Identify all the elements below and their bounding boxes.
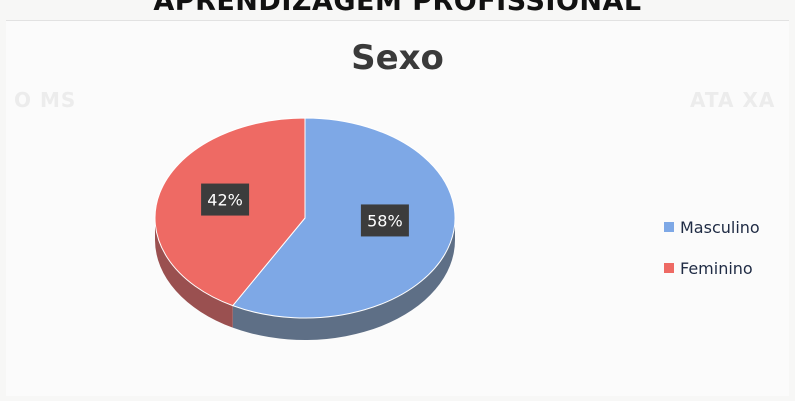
chart-title: Sexo: [351, 38, 444, 78]
legend-swatch-feminino: [664, 263, 674, 273]
data-label-box: [201, 183, 250, 216]
legend-item-feminino: Feminino: [664, 258, 760, 278]
background-ghost-text-left: O MS: [14, 88, 77, 112]
legend-item-masculino: Masculino: [664, 217, 760, 237]
data-label-text: 42%: [207, 191, 243, 210]
chart-legend: Masculino Feminino: [664, 217, 760, 299]
data-label-masculino: 58%: [360, 204, 409, 237]
page-heading: APRENDIZAGEM PROFISSIONAL: [153, 0, 642, 17]
pie-side-feminino: [155, 218, 233, 328]
data-label-box: [360, 204, 409, 237]
pie-side-masculino: [232, 218, 455, 340]
pie-sides: [155, 218, 455, 340]
background-ghost-text-right: ATA XA: [690, 88, 776, 112]
legend-label-masculino: Masculino: [680, 217, 760, 237]
data-label-text: 58%: [367, 211, 403, 230]
legend-swatch-masculino: [664, 222, 674, 232]
data-label-feminino: 42%: [201, 183, 250, 216]
legend-label-feminino: Feminino: [680, 258, 753, 278]
pie-slice-masculino: [231, 117, 456, 319]
